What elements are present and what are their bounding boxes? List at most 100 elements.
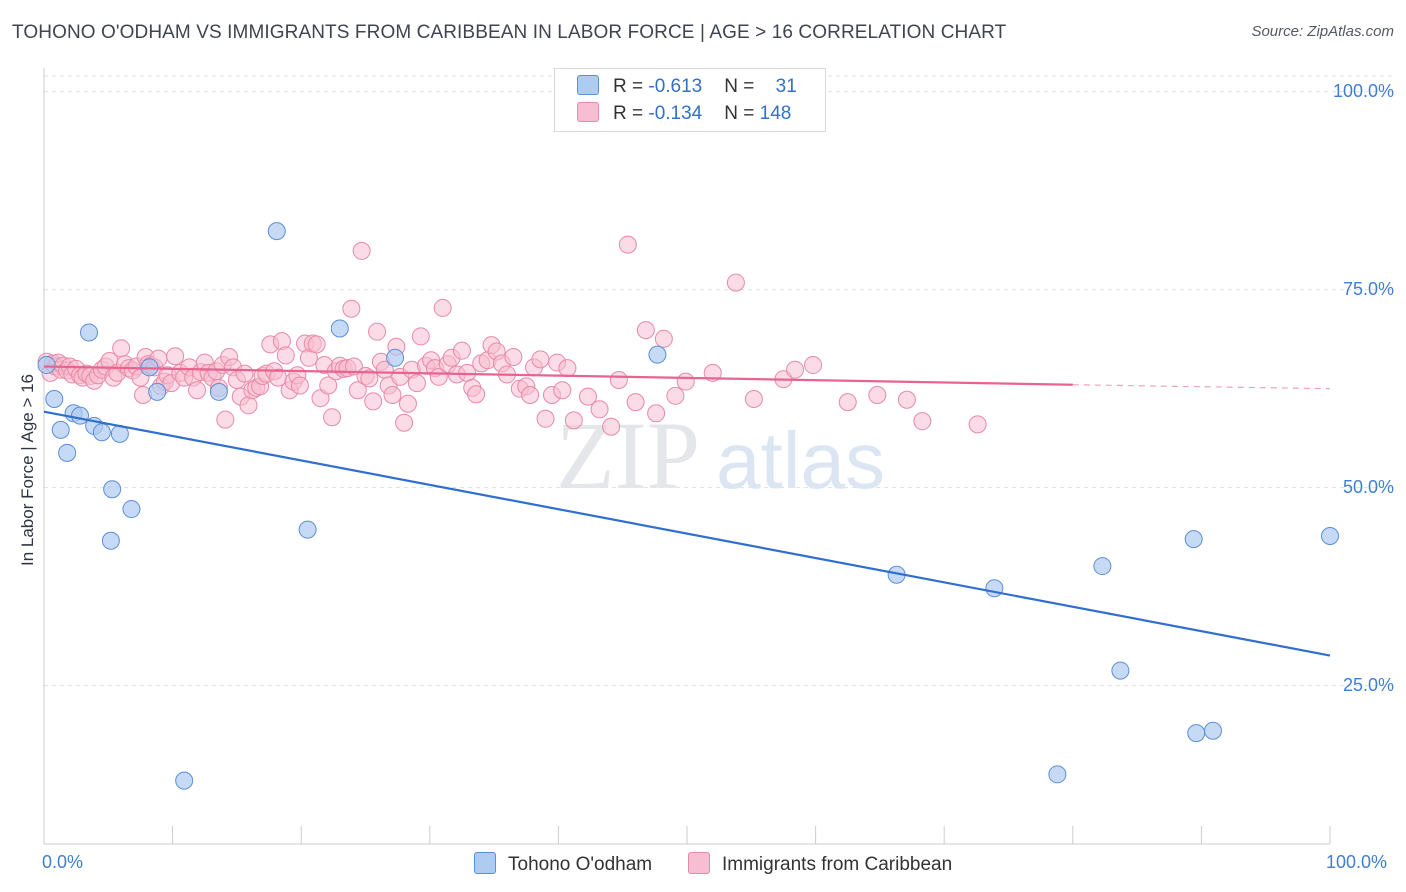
data-point-caribbean: [323, 408, 342, 427]
data-point-caribbean: [676, 372, 695, 391]
legend-swatch-pink: [688, 852, 710, 874]
data-point-caribbean: [609, 370, 628, 389]
data-point-caribbean: [368, 322, 387, 341]
data-point-caribbean: [626, 393, 645, 412]
data-point-tohono: [298, 520, 317, 539]
data-point-caribbean: [360, 369, 379, 388]
axes: [43, 68, 1331, 845]
data-point-tohono: [209, 382, 228, 401]
legend-swatch-blue: [474, 852, 496, 874]
data-point-tohono: [92, 423, 111, 442]
data-point-caribbean: [319, 376, 338, 395]
legend-r-label: R =: [613, 76, 649, 97]
data-point-caribbean: [235, 364, 254, 383]
data-point-caribbean: [647, 404, 666, 423]
legend-item-caribbean: Immigrants from Caribbean: [688, 852, 952, 876]
data-point-tohono: [80, 323, 99, 342]
data-point-caribbean: [276, 346, 295, 365]
y-tick-label: 50.0%: [1342, 476, 1394, 497]
data-point-tohono: [51, 420, 70, 439]
y-tick-label: 25.0%: [1342, 674, 1394, 695]
data-point-tohono: [122, 500, 141, 519]
data-point-caribbean: [968, 415, 987, 434]
data-point-caribbean: [521, 386, 540, 405]
data-point-tohono: [1203, 721, 1222, 740]
data-point-tohono: [148, 382, 167, 401]
data-point-tohono: [386, 348, 405, 367]
data-point-caribbean: [602, 417, 621, 436]
data-point-tohono: [985, 579, 1004, 598]
data-point-caribbean: [407, 374, 426, 393]
data-point-caribbean: [618, 235, 637, 254]
data-point-caribbean: [636, 321, 655, 340]
legend-n-label: N =: [724, 76, 760, 97]
data-point-caribbean: [395, 413, 414, 432]
series-tohono-points: [37, 222, 1339, 790]
data-point-tohono: [1111, 661, 1130, 680]
trend-line-caribbean-extension: [1072, 384, 1331, 390]
data-point-caribbean: [913, 412, 932, 431]
legend-n-label: N =: [724, 103, 760, 124]
data-point-caribbean: [383, 386, 402, 405]
data-point-caribbean: [868, 386, 887, 405]
legend-r-value: -0.613: [648, 76, 703, 97]
data-point-caribbean: [239, 396, 258, 415]
x-tick-label-max: 100.0%: [1326, 852, 1388, 872]
legend-r-value: -0.134: [648, 103, 703, 124]
data-point-tohono: [175, 771, 194, 790]
data-point-caribbean: [838, 393, 857, 412]
data-point-tohono: [1048, 765, 1067, 784]
source-credit: Source: ZipAtlas.com: [1251, 23, 1394, 40]
data-point-tohono: [648, 345, 667, 364]
data-point-caribbean: [654, 329, 673, 348]
legend-swatch-blue: [577, 75, 599, 95]
data-point-caribbean: [578, 387, 597, 406]
data-point-caribbean: [216, 410, 235, 429]
data-point-caribbean: [467, 385, 486, 404]
data-point-caribbean: [536, 409, 555, 428]
legend-item-tohono: Tohono O'odham: [474, 852, 652, 876]
data-point-caribbean: [348, 381, 367, 400]
data-point-caribbean: [307, 335, 326, 354]
data-point-tohono: [1093, 557, 1112, 576]
trend-line-tohono: [43, 410, 1331, 657]
data-point-tohono: [1321, 526, 1339, 545]
legend-swatch-pink: [577, 102, 599, 122]
data-point-caribbean: [564, 411, 583, 430]
data-point-tohono: [58, 443, 77, 462]
data-point-caribbean: [398, 394, 417, 413]
data-point-tohono: [71, 406, 90, 425]
legend-n-value: 148: [759, 103, 792, 124]
data-point-caribbean: [804, 355, 823, 374]
data-point-caribbean: [590, 400, 609, 419]
data-point-caribbean: [504, 348, 523, 367]
series-caribbean-points: [37, 235, 987, 436]
data-point-caribbean: [411, 327, 430, 346]
data-point-caribbean: [703, 363, 722, 382]
y-tick-label: 75.0%: [1342, 278, 1394, 299]
data-point-tohono: [267, 222, 286, 241]
legend-row-caribbean: R = -0.134 N = 148: [577, 102, 791, 126]
data-point-tohono: [330, 319, 349, 338]
legend-n-value: 31: [775, 76, 797, 97]
data-point-caribbean: [112, 339, 131, 358]
watermark-atlas: atlas: [716, 416, 885, 505]
data-point-caribbean: [344, 357, 363, 376]
data-point-caribbean: [166, 347, 185, 366]
data-point-caribbean: [290, 376, 309, 395]
data-point-tohono: [1184, 530, 1203, 549]
y-axis-label: In Labor Force | Age > 16: [18, 373, 37, 566]
y-axis-label-wrap: In Labor Force | Age > 16: [18, 374, 38, 586]
trend-lines: [43, 365, 1331, 657]
data-point-caribbean: [744, 389, 763, 408]
data-point-caribbean: [433, 298, 452, 317]
data-point-caribbean: [352, 241, 371, 260]
data-point-caribbean: [452, 341, 471, 360]
chart-title: TOHONO O'ODHAM VS IMMIGRANTS FROM CARIBB…: [12, 22, 1007, 43]
data-point-caribbean: [364, 392, 383, 411]
data-point-caribbean: [726, 273, 745, 292]
data-point-caribbean: [666, 386, 685, 405]
data-point-tohono: [1187, 724, 1206, 743]
y-tick-label: 100.0%: [1332, 80, 1394, 101]
x-tick-label-min: 0.0%: [42, 852, 84, 872]
